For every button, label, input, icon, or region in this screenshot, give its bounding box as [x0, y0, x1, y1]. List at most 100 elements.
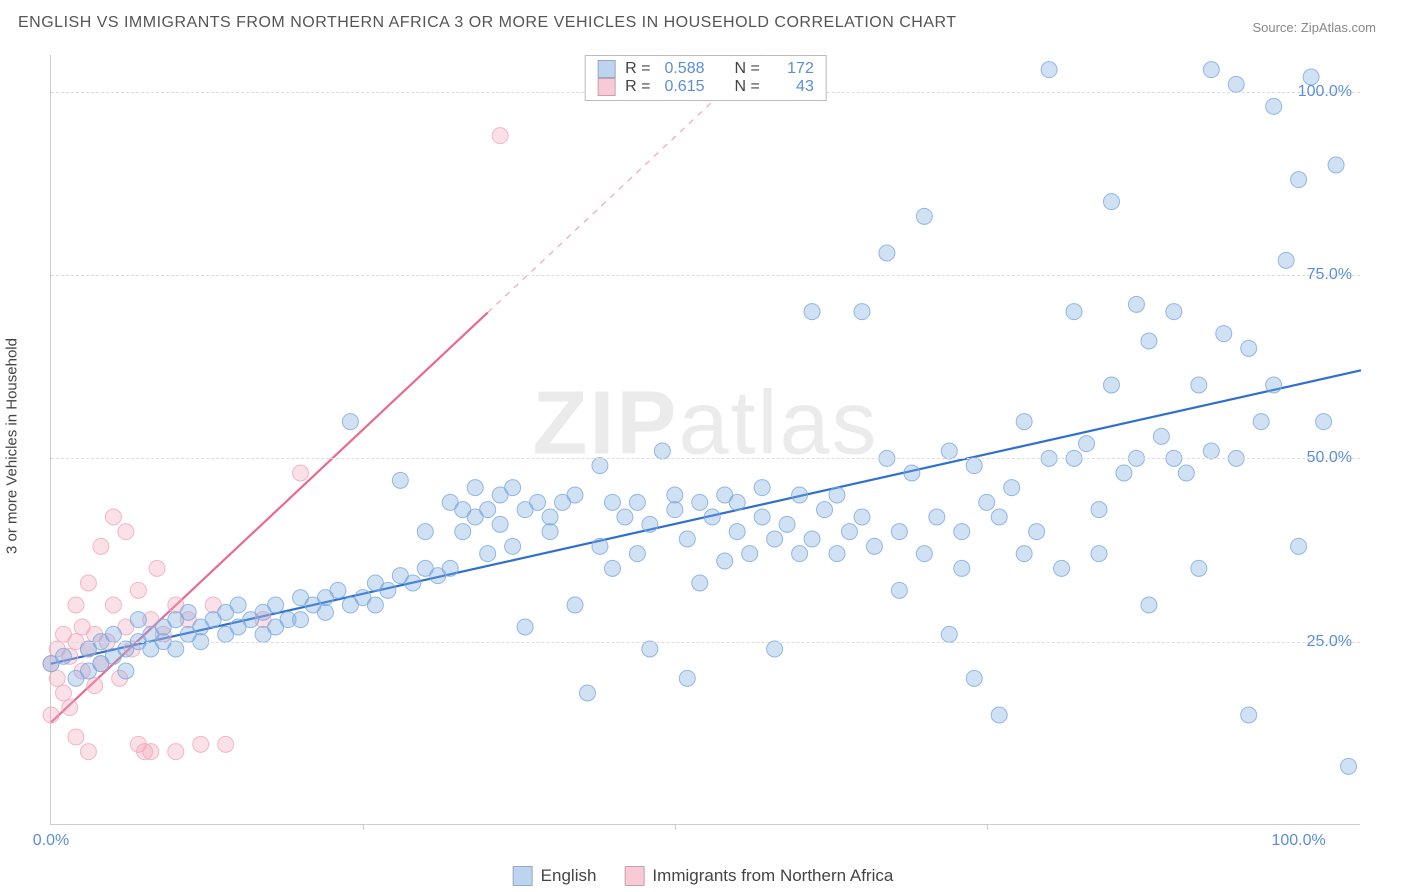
data-point	[542, 524, 558, 540]
swatch-africa	[597, 78, 615, 96]
data-point	[80, 575, 96, 591]
data-point	[1241, 707, 1257, 723]
data-point	[792, 487, 808, 503]
n-label: N =	[735, 60, 760, 78]
data-point	[966, 670, 982, 686]
data-point	[43, 707, 59, 723]
data-point	[180, 604, 196, 620]
data-point	[68, 729, 84, 745]
data-point	[293, 612, 309, 628]
stats-row-africa: R = 0.615 N = 43	[597, 78, 814, 96]
data-point	[130, 582, 146, 598]
data-point	[941, 626, 957, 642]
data-point	[530, 494, 546, 510]
legend-label-africa: Immigrants from Northern Africa	[652, 866, 893, 886]
data-point	[767, 531, 783, 547]
data-point	[492, 516, 508, 532]
x-tick-label: 0.0%	[33, 832, 69, 850]
data-point	[492, 128, 508, 144]
y-tick-label: 75.0%	[1307, 266, 1352, 284]
data-point	[617, 509, 633, 525]
data-point	[193, 736, 209, 752]
data-point	[1153, 428, 1169, 444]
data-point	[1316, 414, 1332, 430]
data-point	[667, 487, 683, 503]
data-point	[1004, 480, 1020, 496]
data-point	[1116, 465, 1132, 481]
data-point	[1203, 443, 1219, 459]
data-point	[480, 546, 496, 562]
data-point	[754, 509, 770, 525]
data-point	[879, 245, 895, 261]
data-point	[742, 546, 758, 562]
x-tick-mark	[987, 824, 988, 830]
stats-row-english: R = 0.588 N = 172	[597, 60, 814, 78]
data-point	[417, 524, 433, 540]
data-point	[480, 502, 496, 518]
data-point	[80, 744, 96, 760]
y-tick-label: 50.0%	[1307, 449, 1352, 467]
data-point	[149, 560, 165, 576]
data-point	[729, 494, 745, 510]
data-point	[629, 494, 645, 510]
data-point	[1103, 377, 1119, 393]
data-point	[841, 524, 857, 540]
data-point	[87, 678, 103, 694]
data-point	[218, 736, 234, 752]
data-point	[567, 597, 583, 613]
data-point	[380, 582, 396, 598]
data-point	[604, 494, 620, 510]
data-point	[1079, 436, 1095, 452]
data-point	[505, 480, 521, 496]
data-point	[442, 560, 458, 576]
legend-item-africa: Immigrants from Northern Africa	[624, 866, 893, 886]
data-point	[1141, 597, 1157, 613]
data-point	[642, 516, 658, 532]
data-point	[1278, 252, 1294, 268]
data-point	[1141, 333, 1157, 349]
data-point	[804, 304, 820, 320]
data-point	[105, 597, 121, 613]
data-point	[1253, 414, 1269, 430]
series-legend: English Immigrants from Northern Africa	[513, 866, 894, 886]
data-point	[767, 641, 783, 657]
x-tick-mark	[363, 824, 364, 830]
data-point	[317, 604, 333, 620]
data-point	[1103, 194, 1119, 210]
data-point	[1054, 560, 1070, 576]
data-point	[854, 304, 870, 320]
data-point	[342, 414, 358, 430]
data-point	[1266, 98, 1282, 114]
data-point	[629, 546, 645, 562]
data-point	[979, 494, 995, 510]
gridline	[51, 458, 1360, 459]
data-point	[679, 670, 695, 686]
data-point	[105, 626, 121, 642]
data-point	[105, 509, 121, 525]
africa-r-value: 0.615	[661, 78, 705, 96]
data-point	[517, 619, 533, 635]
data-point	[68, 597, 84, 613]
data-point	[904, 465, 920, 481]
data-point	[592, 538, 608, 554]
data-point	[1166, 304, 1182, 320]
data-point	[1291, 172, 1307, 188]
data-point	[642, 641, 658, 657]
data-point	[505, 538, 521, 554]
data-point	[804, 531, 820, 547]
data-point	[891, 524, 907, 540]
n-label: N =	[735, 78, 760, 96]
data-point	[1066, 304, 1082, 320]
data-point	[1191, 377, 1207, 393]
data-point	[667, 502, 683, 518]
legend-label-english: English	[541, 866, 597, 886]
data-point	[604, 560, 620, 576]
data-point	[779, 516, 795, 532]
data-point	[1191, 560, 1207, 576]
data-point	[916, 546, 932, 562]
swatch-africa	[624, 866, 644, 886]
data-point	[168, 641, 184, 657]
data-point	[592, 458, 608, 474]
stats-legend: R = 0.588 N = 172 R = 0.615 N = 43	[584, 55, 827, 101]
data-point	[654, 443, 670, 459]
